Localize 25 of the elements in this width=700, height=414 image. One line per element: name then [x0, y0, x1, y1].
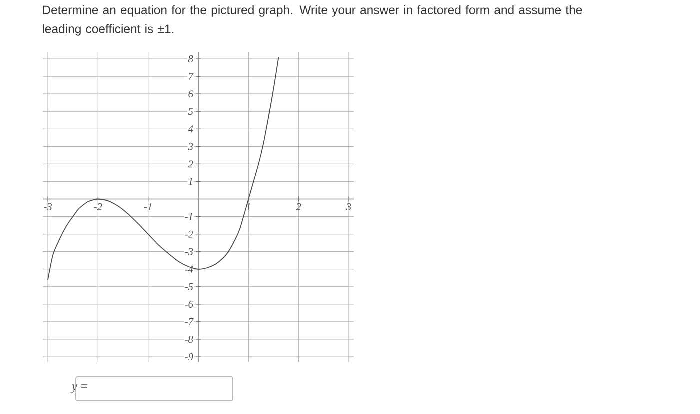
y-tick-label: 5 [188, 108, 194, 116]
x-tick-label: 3 [346, 203, 352, 210]
text: y = [70, 384, 88, 394]
x-tick-label: 2 [296, 203, 302, 210]
y-tick-label: -4 [185, 266, 194, 273]
y-tick-label: -9 [185, 354, 194, 361]
y-tick-label: -5 [185, 283, 194, 290]
y-tick-label: 2 [188, 160, 194, 168]
y-tick-label: -2 [185, 230, 194, 238]
y-tick-label: 3 [188, 143, 194, 150]
chart-title: Determine an equation for the pictured graph. Write your answer in factored form and assume the leading coefficient is ±1. [43, 5, 582, 36]
x-tick-label: 1 [246, 203, 250, 210]
y-tick-label: -3 [185, 248, 194, 256]
y-tick-label: 6 [188, 90, 194, 98]
y-tick-label: 1 [188, 178, 192, 186]
y-tick-label: -7 [185, 318, 194, 326]
y-tick-label: -8 [185, 336, 194, 344]
x-tick-label: -2 [94, 203, 102, 210]
y-tick-label: 7 [188, 73, 194, 80]
x-tick-label: -3 [44, 203, 52, 210]
y-tick-label: -1 [185, 213, 192, 220]
y-tick-label: 4 [188, 126, 194, 133]
y-tick-label: 8 [188, 55, 194, 63]
y-tick-label: -6 [185, 300, 194, 308]
x-tick-label: -1 [144, 203, 152, 210]
